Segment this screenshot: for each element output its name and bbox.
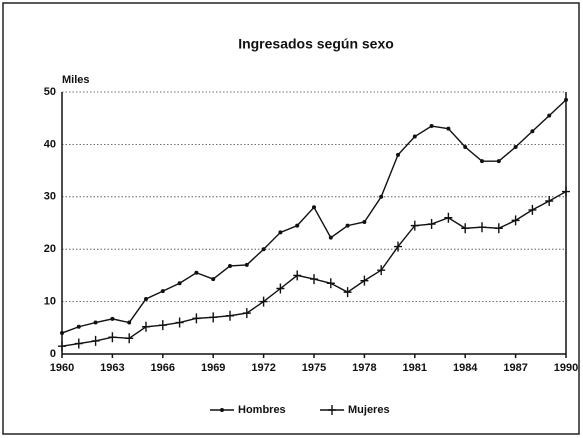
x-tick-label: 1987 [503,362,527,374]
legend-label: Hombres [238,404,286,416]
x-tick-label: 1966 [151,362,175,374]
marker [228,263,232,268]
chart-title: Ingresados según sexo [238,36,394,52]
marker [494,223,503,234]
marker [513,145,518,150]
marker [478,222,486,233]
marker [496,159,501,164]
marker [530,129,535,134]
x-tick-label: 1969 [201,362,225,374]
marker [74,338,83,349]
y-tick-label: 30 [44,191,56,203]
marker [480,159,484,164]
marker [326,278,335,289]
y-tick-label: 40 [44,138,56,150]
marker [463,145,468,150]
x-tick-label: 1981 [403,362,427,374]
marker [160,289,165,294]
marker [175,317,184,328]
marker [226,310,234,321]
marker [377,265,386,276]
marker [91,335,100,346]
marker [158,320,167,331]
y-tick-label: 10 [44,296,56,308]
marker [394,241,402,252]
marker [295,223,300,228]
marker [362,219,367,224]
marker [244,262,249,267]
x-tick-label: 1972 [251,362,275,374]
marker [209,312,218,323]
x-tick-label: 1963 [100,362,124,374]
marker [429,124,434,129]
marker [276,283,285,294]
marker [108,332,117,343]
marker [293,270,302,281]
marker [545,195,554,206]
marker [312,205,316,210]
marker [446,126,451,131]
marker [144,296,148,301]
x-tick-label: 1960 [50,362,74,374]
marker [125,333,134,344]
marker [310,274,318,285]
marker [76,324,81,329]
marker [396,152,400,157]
marker [242,308,251,319]
marker [511,215,520,226]
marker [194,270,199,275]
marker [564,97,568,102]
marker [261,247,266,252]
marker [343,287,352,298]
marker [211,277,216,282]
y-axis-label: Miles [62,74,90,86]
x-tick-label: 1984 [453,362,478,374]
marker [461,223,470,234]
x-tick-label: 1990 [554,362,578,374]
marker [444,212,453,223]
marker [278,230,283,235]
marker [110,316,115,321]
marker [360,275,369,286]
marker [547,113,552,118]
marker [379,194,384,199]
marker [427,219,436,230]
legend-label: Mujeres [348,404,390,416]
marker [259,296,268,307]
marker [177,281,182,286]
x-tick-label: 1975 [302,362,326,374]
legend-marker [220,408,224,412]
marker [328,235,333,240]
marker [127,320,132,325]
marker [192,313,201,324]
x-tick-label: 1978 [352,362,376,374]
marker [528,204,537,215]
marker [345,223,350,228]
marker [412,134,417,139]
marker [58,341,66,352]
y-tick-label: 20 [44,243,56,255]
marker [142,321,150,332]
marker [410,220,419,231]
marker [93,320,98,325]
marker [562,186,570,197]
y-tick-label: 50 [44,86,56,98]
y-tick-label: 0 [50,348,56,360]
marker [60,331,64,336]
legend-marker [328,405,336,415]
